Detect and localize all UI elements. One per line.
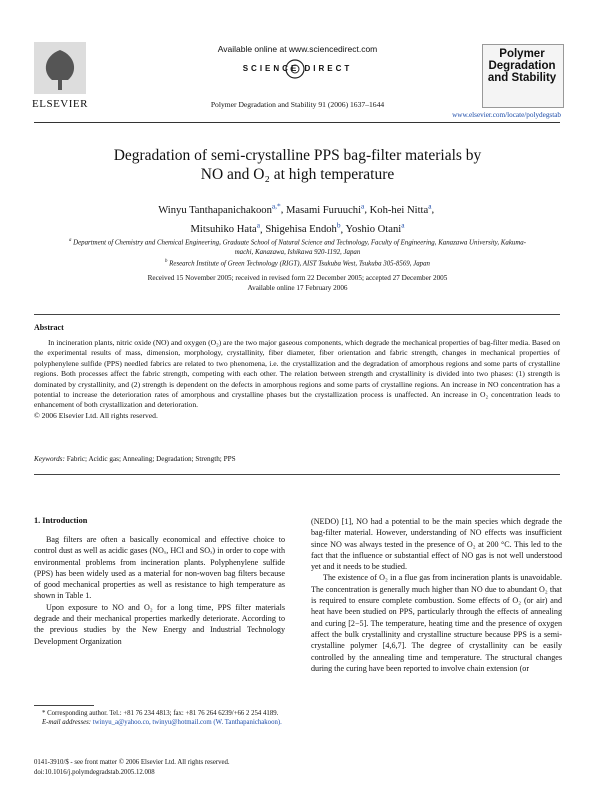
paragraph: Bag filters are often a basically econom… [34,535,285,601]
footnotes: * Corresponding author. Tel.: +81 76 234… [34,709,285,727]
author: Shigehisa Endohb [265,220,341,236]
section-heading: 1. Introduction [34,516,88,525]
publisher: ELSEVIER [32,98,88,110]
keywords-label: Keywords: [34,455,65,463]
affiliation: a Department of Chemistry and Chemical E… [60,236,535,257]
available-online: Available online at www.sciencedirect.co… [217,44,378,54]
author: Yoshio Otania [345,220,405,236]
author-affiliation-mark: b [336,220,341,230]
article-title: Degradation of semi-crystalline PPS bag-… [113,147,482,183]
affiliation: b Research Institute of Green Technology… [60,257,535,269]
sd-logo-mark [285,59,305,79]
sd-logo: SCIENCE DIRECT [242,64,353,73]
author-name: Masami Furuuchi [286,204,362,216]
elsevier-tree [34,42,86,94]
received: Received 15 November 2005; received in r… [147,274,448,282]
keywords-text: Fabric; Acidic gas; Annealing; Degradati… [66,455,236,463]
header-rule [34,122,560,123]
journal-box [482,44,564,108]
affiliation-label: b [165,259,168,265]
right-column: (NEDO) [1], NO had a potential to be the… [311,516,562,674]
author-affiliation-mark: a [401,220,405,230]
issn: 0141-3910/$ - see front matter © 2006 El… [34,759,230,766]
journal-citation: Polymer Degradation and Stability 91 (20… [210,100,385,109]
paragraph: Upon exposure to NO and O₂ for a long ti… [34,602,285,646]
doi: doi:10.1016/j.polymdegradstab.2005.12.00… [34,768,155,776]
author-name: Koh-hei Nitta [369,204,429,216]
abstract-rule-bottom [34,474,560,475]
abstract-rule-top [34,314,560,315]
footnote-rule [34,705,94,706]
abstract-heading: Abstract [34,323,64,332]
author-affiliation-mark: a [428,201,432,210]
affiliation-label: a [68,238,72,243]
paragraph: The existence of O₂ in a flue gas from i… [311,573,562,673]
corresponding-author: * Corresponding author. Tel.: +81 76 234… [42,710,279,717]
author-affiliation-mark: a,* [271,201,281,210]
dates: Received 15 November 2005; received in r… [60,273,535,293]
author: Mitsuhiko Hataa [190,220,261,236]
abstract: In incineration plants, nitric oxide (NO… [34,338,560,421]
footer: 0141-3910/$ - see front matter © 2006 El… [34,758,230,777]
emails[interactable]: twinyu_a@yahoo.co, twinyu@hotmail.com (W… [92,719,282,727]
affiliations: a Department of Chemistry and Chemical E… [60,236,535,269]
journal-url[interactable]: www.elsevier.com/locate/polydegstab [452,111,561,119]
affiliation-text: Department of Chemistry and Chemical Eng… [73,239,527,256]
author: Masami Furuuchia [286,201,364,216]
abstract-text: In incineration plants, nitric oxide (NO… [34,338,560,410]
author-name: Mitsuhiko Hata [190,224,257,236]
author-affiliation-mark: a [256,220,261,230]
email-label: E-mail addresses: [42,719,92,727]
affiliation-text: Research Institute of Green Technology (… [169,260,430,268]
copyright: © 2006 Elsevier Ltd. All rights reserved… [34,410,158,420]
author-name: Yoshio Otani [345,224,402,236]
paragraph: (NEDO) [1], NO had a potential to be the… [311,517,562,572]
journal-name: Polymer Degradation and Stability [487,48,557,84]
left-column: Bag filters are often a basically econom… [34,534,285,647]
author-name: Shigehisa Endoh [265,224,337,236]
author-affiliation-mark: a [361,201,365,210]
author: Koh-hei Nittaa [369,201,432,216]
author: Winyu Tanthapanichakoona,* [158,201,281,216]
author-name: Winyu Tanthapanichakoon [158,204,272,216]
authors: Winyu Tanthapanichakoona,*, Masami Furuu… [158,201,437,236]
available-date: Available online 17 February 2006 [247,284,348,292]
keywords: Keywords: Fabric; Acidic gas; Annealing;… [34,455,236,463]
